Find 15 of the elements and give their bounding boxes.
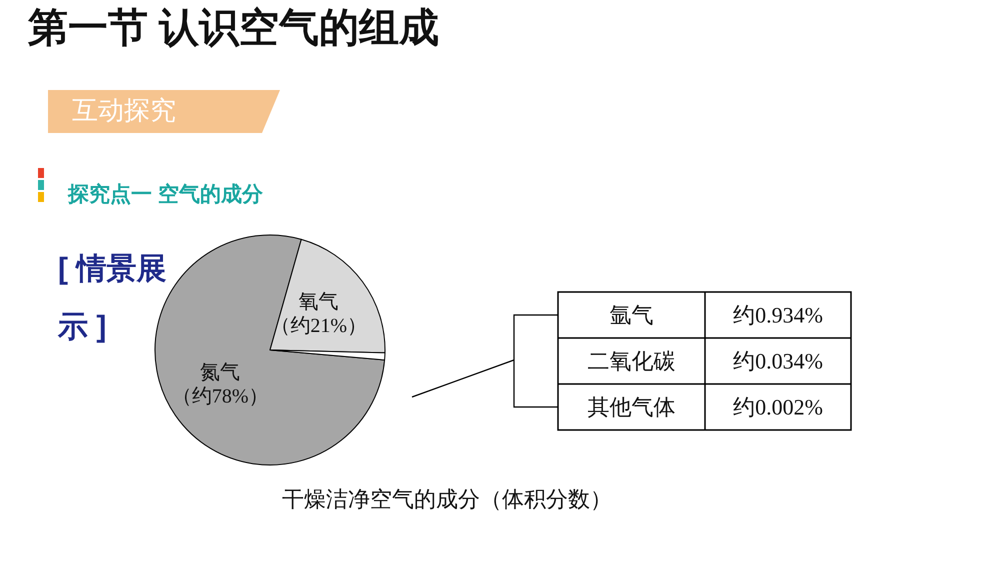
- data-label: （约78%）: [172, 385, 269, 408]
- text: 探究点一 空气的成分: [67, 182, 264, 206]
- slice-label: 氧气: [298, 291, 339, 314]
- chart-subtitle: 互动探究: [72, 95, 176, 125]
- chart-title: 第一节 认识空气的组成: [27, 6, 440, 50]
- text: 约0.034%: [733, 348, 823, 374]
- text: 氩气: [610, 302, 654, 328]
- text: 二氧化碳: [588, 348, 676, 374]
- text: 干燥洁净空气的成分（体积分数）: [282, 486, 612, 512]
- text: 约0.002%: [733, 394, 823, 420]
- slice-label: 氮气: [200, 361, 240, 384]
- text: 约0.934%: [733, 302, 823, 328]
- text: [ 情景展示 ]: [57, 252, 166, 344]
- data-label: （约21%）: [270, 315, 368, 338]
- text: 其他气体: [588, 394, 676, 420]
